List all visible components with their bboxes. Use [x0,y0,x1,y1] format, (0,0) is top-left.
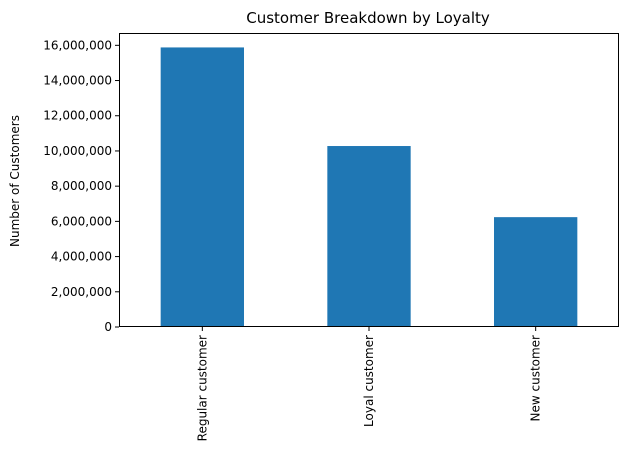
y-tick-label: 14,000,000 [43,74,112,88]
y-tick-label: 4,000,000 [51,250,112,264]
chart-title: Customer Breakdown by Loyalty [246,9,490,27]
bar-new-customer [494,217,578,327]
y-tick-label: 6,000,000 [51,214,112,228]
y-tick-label: 2,000,000 [51,285,112,299]
y-axis-label: Number of Customers [8,115,22,247]
x-tick-label: New customer [529,335,543,422]
y-tick-label: 0 [104,320,112,334]
bar-loyal-customer [327,146,411,327]
y-tick-label: 16,000,000 [43,38,112,52]
plot-frame [119,33,619,327]
y-tick-label: 8,000,000 [51,179,112,193]
bars-group [160,47,578,328]
y-tick-label: 10,000,000 [43,144,112,158]
x-tick-label: Loyal customer [362,335,376,427]
bar-regular-customer [160,47,244,328]
y-tick-label: 12,000,000 [43,109,112,123]
y-axis-ticks: 0 2,000,000 4,000,000 6,000,000 8,000,000 10,… [43,38,119,334]
x-tick-label: Regular customer [195,335,209,441]
x-axis-ticks: Regular customer Loyal customer New custom… [195,327,543,441]
